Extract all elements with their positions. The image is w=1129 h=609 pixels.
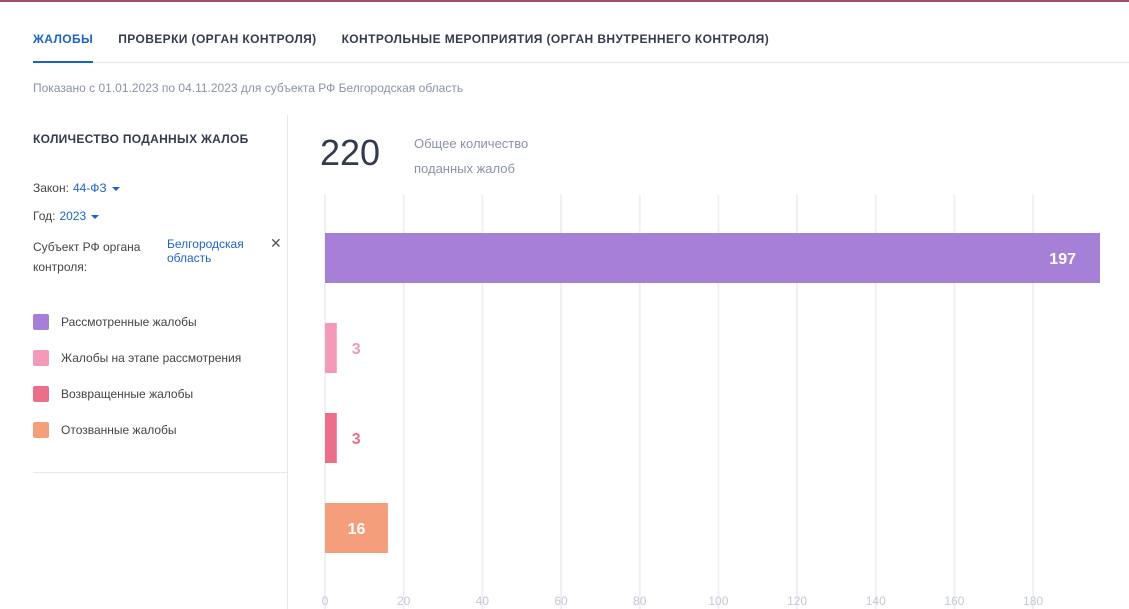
legend-label: Жалобы на этапе рассмотрения [61, 351, 242, 365]
legend-item: Отозванные жалобы [33, 412, 241, 448]
legend-swatch [33, 386, 49, 402]
filter-law-dropdown[interactable]: 44-ФЗ [73, 181, 120, 195]
legend-swatch [33, 422, 49, 438]
filter-law: Закон: 44-ФЗ [33, 181, 120, 195]
legend-swatch [33, 350, 49, 366]
tab-control-measures[interactable]: КОНТРОЛЬНЫЕ МЕРОПРИЯТИЯ (ОРГАН ВНУТРЕННЕ… [341, 32, 770, 46]
caret-down-icon [91, 214, 100, 219]
bar[interactable] [325, 323, 337, 373]
tab-complaints[interactable]: ЖАЛОБЫ [33, 22, 94, 63]
filter-subject-label: Субъект РФ органа контроля: [33, 240, 141, 274]
legend-label: Отозванные жалобы [61, 423, 177, 437]
filter-year-dropdown[interactable]: 2023 [59, 209, 100, 223]
total-label: Общее количество поданных жалоб [414, 136, 529, 176]
filter-year: Год: 2023 [33, 209, 100, 223]
x-tick-label: 140 [866, 594, 886, 608]
legend-swatch [33, 314, 49, 330]
chart-legend: Рассмотренные жалобы Жалобы на этапе рас… [33, 304, 241, 448]
x-tick-label: 100 [708, 594, 728, 608]
filter-law-label: Закон: [33, 181, 69, 195]
legend-label: Рассмотренные жалобы [61, 315, 197, 329]
filter-year-value: 2023 [59, 209, 87, 223]
filter-year-label: Год: [33, 209, 56, 223]
x-tick-label: 120 [787, 594, 807, 608]
period-subtitle: Показано с 01.01.2023 по 04.11.2023 для … [33, 81, 464, 95]
close-icon[interactable]: ✕ [270, 235, 282, 251]
top-accent-line [0, 0, 1129, 2]
bar[interactable] [325, 413, 337, 463]
caret-down-icon [111, 186, 120, 191]
x-tick-label: 20 [397, 594, 411, 608]
x-tick-label: 160 [944, 594, 964, 608]
legend-item: Возвращенные жалобы [33, 376, 241, 412]
x-tick-label: 80 [633, 594, 647, 608]
bar-value-label: 16 [348, 521, 366, 538]
bar-value-label: 197 [1049, 251, 1076, 268]
filter-subject-value[interactable]: Белгородская область [167, 237, 244, 265]
complaints-bar-chart: 0 20 40 60 80 100 120 140 160 180 197 3 3 16 [322, 195, 1100, 609]
x-tick-label: 60 [554, 594, 568, 608]
tab-inspections[interactable]: ПРОВЕРКИ (ОРГАН КОНТРОЛЯ) [118, 32, 317, 46]
x-tick-label: 40 [476, 594, 490, 608]
sidebar-title: КОЛИЧЕСТВО ПОДАННЫХ ЖАЛОБ [33, 132, 249, 146]
legend-label: Возвращенные жалобы [61, 387, 194, 401]
total-count: 220 [320, 132, 381, 173]
sidebar-divider [33, 472, 288, 473]
bar[interactable] [325, 503, 388, 553]
legend-item: Жалобы на этапе рассмотрения [33, 340, 241, 376]
bar-value-label: 3 [352, 341, 361, 358]
tab-bar: ЖАЛОБЫ ПРОВЕРКИ (ОРГАН КОНТРОЛЯ) КОНТРОЛ… [33, 22, 1129, 63]
bar[interactable] [325, 233, 1100, 283]
x-tick-label: 0 [322, 594, 329, 608]
sidebar: КОЛИЧЕСТВО ПОДАННЫХ ЖАЛОБ Закон: 44-ФЗ Го… [33, 115, 288, 609]
filter-law-value: 44-ФЗ [72, 181, 107, 195]
bar-value-label: 3 [352, 431, 361, 448]
legend-item: Рассмотренные жалобы [33, 304, 241, 340]
x-tick-label: 180 [1023, 594, 1043, 608]
